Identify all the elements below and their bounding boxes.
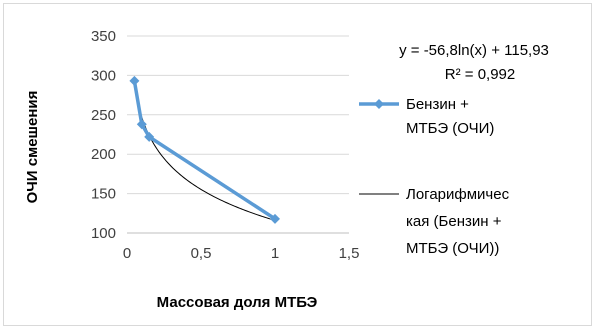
y-tick-label: 150 — [91, 186, 116, 203]
y-tick-label: 250 — [91, 107, 116, 124]
y-tick-labels: 100 150 200 250 300 350 — [91, 28, 116, 242]
data-point-marker — [270, 213, 280, 224]
series-line — [132, 80, 276, 221]
data-point-marker — [136, 119, 147, 130]
data-point-marker — [129, 75, 140, 86]
x-tick-label: 0,5 — [191, 245, 212, 262]
gridlines — [127, 35, 349, 195]
legend-series-label-line1: Бензин + — [406, 96, 469, 113]
x-tick-label: 1 — [271, 245, 279, 262]
x-tick-label: 1,5 — [339, 245, 360, 262]
legend-series-marker — [374, 99, 384, 109]
legend-trendline-label-line2: кая (Бензин + — [406, 213, 502, 230]
chart-area: 100 150 200 250 300 350 0 0,5 1 1,5 ОЧИ смешения… — [24, 28, 549, 311]
y-tick-label: 200 — [91, 146, 116, 163]
y-tick-label: 100 — [91, 225, 116, 242]
trendline-equation: y = -56,8ln(x) + 115,93 — [399, 42, 549, 59]
x-tick-label: 0 — [123, 245, 131, 262]
legend-trendline-label-line1: Логарифмичес — [406, 186, 510, 203]
y-tick-label: 300 — [91, 67, 116, 84]
y-tick-label: 350 — [91, 28, 116, 45]
legend-series-label-line2: МТБЭ (ОЧИ) — [406, 120, 494, 137]
y-axis-title: ОЧИ смешения — [24, 91, 41, 204]
trendline-log — [133, 86, 276, 221]
x-axis-title: Массовая доля МТБЭ — [157, 294, 318, 311]
legend-trendline-label-line3: МТБЭ (ОЧИ)) — [406, 240, 499, 257]
data-points — [129, 75, 280, 224]
legend: Бензин + МТБЭ (ОЧИ) Логарифмичес кая (Бе… — [359, 96, 510, 257]
trendline-r-squared: R² = 0,992 — [445, 66, 515, 83]
chart-frame: 100 150 200 250 300 350 0 0,5 1 1,5 ОЧИ смешения… — [3, 3, 592, 326]
x-tick-labels: 0 0,5 1 1,5 — [123, 245, 360, 262]
data-point-marker — [144, 131, 155, 142]
